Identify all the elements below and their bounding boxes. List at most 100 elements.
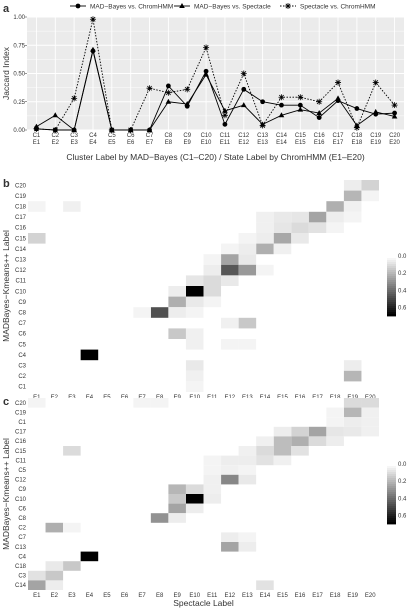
marker-circle bbox=[165, 83, 171, 89]
colorbar-step bbox=[387, 280, 396, 283]
heatmap-cell bbox=[273, 222, 292, 233]
heatmap-cell bbox=[185, 360, 204, 371]
heatmap-cell bbox=[326, 417, 344, 427]
x-tick-label-bottom: E16 bbox=[314, 140, 325, 146]
x-tick-label-top: C4 bbox=[89, 133, 97, 139]
y-tick-label: C3 bbox=[18, 574, 26, 580]
heatmap-cell bbox=[63, 561, 81, 571]
colorbar-step bbox=[387, 268, 396, 271]
x-tick-label-bottom: E20 bbox=[389, 140, 400, 146]
heatmap-cell bbox=[256, 211, 274, 223]
marker-triangle bbox=[52, 112, 59, 118]
heatmap-cell bbox=[150, 307, 169, 318]
marker-circle bbox=[260, 99, 266, 105]
heatmap-cell bbox=[45, 580, 64, 590]
panel-b-heatmap: E1E2E3E4E5E6E7E8E9E10E11E12E13E14E15E16E… bbox=[1, 180, 407, 410]
marker-asterisk bbox=[259, 122, 266, 129]
heatmap-cell bbox=[28, 580, 46, 590]
y-tick-label: C8 bbox=[18, 516, 26, 522]
heatmap-cell bbox=[326, 201, 344, 212]
y-tick-label: C11 bbox=[15, 458, 26, 464]
heatmap-cell bbox=[361, 180, 379, 191]
x-tick-label-top: C7 bbox=[146, 133, 154, 139]
colorbar-step bbox=[387, 514, 396, 517]
marker-triangle bbox=[184, 101, 191, 107]
marker-asterisk bbox=[165, 89, 172, 96]
y-axis-title: MADBayes−Kmeans++ Label bbox=[1, 438, 11, 550]
marker-circle bbox=[222, 121, 228, 127]
x-tick-label-top: C20 bbox=[389, 133, 401, 139]
y-tick-label: C18 bbox=[15, 205, 27, 211]
heatmap-cell bbox=[221, 339, 239, 350]
colorbar-step bbox=[387, 262, 396, 265]
heatmap-cell bbox=[343, 407, 362, 418]
x-tick-label: E12 bbox=[224, 593, 235, 599]
colorbar-step bbox=[387, 522, 396, 525]
colorbar-step bbox=[387, 482, 396, 485]
x-tick-label-top: C8 bbox=[165, 133, 173, 139]
x-tick-label-top: C15 bbox=[295, 133, 307, 139]
x-tick-label: E6 bbox=[121, 593, 129, 599]
heatmap-cell bbox=[238, 233, 257, 244]
heatmap-cell bbox=[256, 264, 274, 276]
heatmap-cell bbox=[273, 233, 292, 244]
heatmap-cell bbox=[326, 211, 344, 223]
heatmap-cell bbox=[168, 494, 186, 504]
y-tick-label: C1 bbox=[18, 420, 26, 426]
heatmap-cell bbox=[168, 513, 186, 523]
colorbar-step bbox=[387, 490, 396, 493]
x-tick-label: E10 bbox=[189, 593, 200, 599]
heatmap-cell bbox=[185, 494, 204, 504]
marker-triangle bbox=[179, 3, 185, 8]
y-tick-label: 0.50 bbox=[13, 72, 25, 78]
y-tick-label: C9 bbox=[18, 487, 26, 493]
colorbar-step bbox=[387, 256, 396, 259]
y-tick-label: C17 bbox=[15, 430, 27, 436]
legend: MAD−Bayes vs. ChromHMM MAD−Bayes vs. Spec… bbox=[70, 3, 376, 11]
legend-label: MAD−Bayes vs. Spectacle bbox=[194, 4, 271, 11]
colorbar-step bbox=[387, 478, 396, 481]
marker-circle bbox=[297, 102, 303, 108]
marker-circle bbox=[241, 86, 247, 92]
heatmap-cell bbox=[168, 286, 186, 297]
heatmap-cell bbox=[238, 542, 257, 552]
x-tick-label-bottom: E6 bbox=[127, 140, 135, 146]
heatmap-cell bbox=[203, 455, 222, 466]
heatmap-cell bbox=[273, 426, 292, 437]
heatmap-cell bbox=[238, 532, 257, 542]
y-tick-label: C18 bbox=[15, 564, 27, 570]
y-tick-label: C12 bbox=[15, 478, 27, 484]
marker-triangle bbox=[391, 113, 398, 119]
heatmap-cell bbox=[273, 211, 292, 223]
marker-asterisk bbox=[71, 95, 78, 102]
heatmap-cell bbox=[343, 201, 362, 212]
heatmap-cell bbox=[221, 542, 239, 552]
x-tick-label-bottom: E17 bbox=[333, 140, 344, 146]
y-tick-label: C19 bbox=[15, 194, 27, 200]
x-tick-label: E17 bbox=[312, 593, 323, 599]
heatmap-cell bbox=[256, 436, 274, 446]
x-tick-label: E2 bbox=[51, 593, 59, 599]
y-tick-label: C6 bbox=[18, 332, 26, 338]
y-tick-label: C17 bbox=[15, 215, 27, 221]
colorbar-tick-label: 0.4 bbox=[398, 496, 407, 502]
marker-asterisk bbox=[146, 85, 153, 92]
heatmap-cell bbox=[221, 243, 239, 255]
heatmap-cell bbox=[343, 211, 362, 223]
x-tick-label-bottom: E10 bbox=[201, 140, 212, 146]
heatmap-cell bbox=[133, 398, 151, 408]
heatmap-cell bbox=[185, 275, 204, 286]
y-tick-label: C14 bbox=[15, 583, 27, 589]
heatmap-cell bbox=[80, 349, 99, 361]
heatmap-cell bbox=[28, 570, 46, 581]
heatmap-cell bbox=[256, 580, 274, 590]
colorbar-step bbox=[387, 284, 396, 287]
colorbar-step bbox=[387, 466, 396, 469]
x-tick-label-top: C6 bbox=[127, 133, 135, 139]
colorbar: 0.0 0.2 0.4 0.6 bbox=[387, 254, 407, 317]
heatmap-cell bbox=[63, 446, 81, 456]
marker-asterisk bbox=[278, 94, 285, 101]
x-tick-label-top: C18 bbox=[351, 133, 363, 139]
y-tick-label: 0.75 bbox=[13, 43, 25, 49]
x-tick-label-top: C16 bbox=[314, 133, 326, 139]
